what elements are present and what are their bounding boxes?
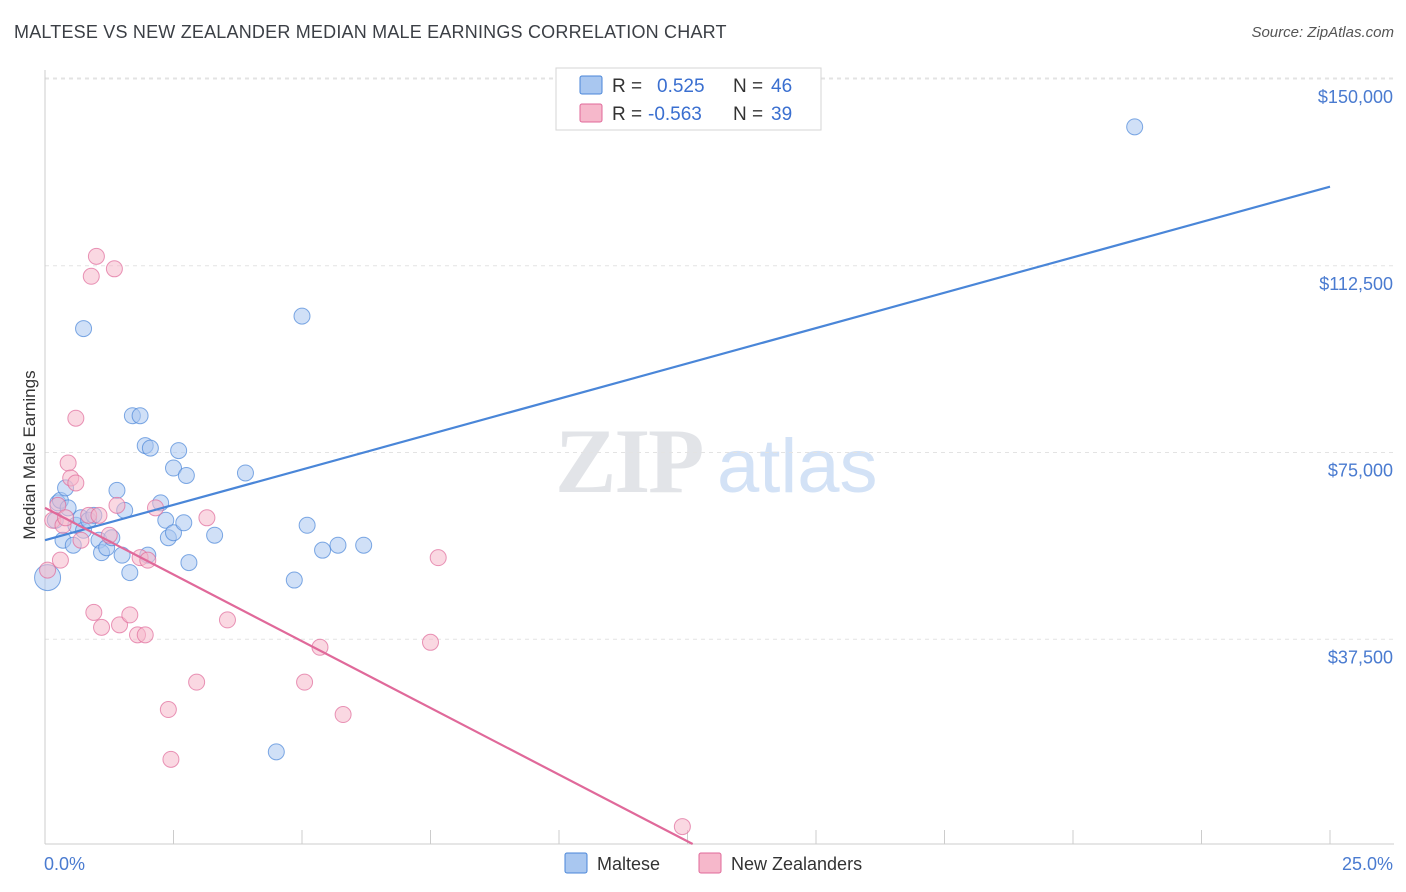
- bottom-legend: Maltese New Zealanders: [564, 852, 862, 874]
- new-zealanders-point-37: [673, 818, 691, 836]
- new-zealanders-point-10: [72, 531, 90, 549]
- maltese-point-21: [121, 564, 139, 582]
- y-tick-label-2: $112,500: [1319, 274, 1393, 294]
- maltese-point-35: [180, 554, 198, 572]
- legend-r-label-new-zealanders: R =: [612, 104, 642, 125]
- axes: [44, 70, 1394, 845]
- maltese-point-42: [314, 541, 332, 559]
- watermark: ZIP atlas: [555, 410, 878, 512]
- bottom-legend-label-new-zealanders: New Zealanders: [731, 854, 862, 874]
- maltese-point-44: [355, 536, 373, 554]
- maltese-point-36: [206, 526, 224, 544]
- new-zealanders-trend-line: [44, 506, 694, 845]
- legend-r-label-maltese: R =: [612, 76, 642, 97]
- legend-n-value-new-zealanders: 39: [771, 104, 792, 125]
- maltese-point-34: [177, 466, 195, 484]
- new-zealanders-point-19: [108, 496, 126, 514]
- new-zealanders-point-15: [90, 506, 108, 524]
- new-zealanders-point-30: [198, 509, 216, 527]
- maltese-point-31: [165, 524, 182, 542]
- y-tick-label-0: $37,500: [1328, 647, 1393, 667]
- maltese-point-43: [329, 536, 347, 554]
- chart-source: Source: ZipAtlas.com: [1251, 24, 1394, 41]
- x-tick-label-max: 25.0%: [1342, 854, 1393, 874]
- legend-n-value-maltese: 46: [771, 76, 792, 97]
- new-zealanders-point-21: [121, 606, 139, 624]
- legend-r-value-maltese: 0.525: [657, 76, 705, 97]
- bottom-legend-swatch-new-zealanders: [698, 852, 722, 874]
- new-zealanders-point-24: [136, 626, 154, 644]
- watermark-zip: ZIP: [555, 410, 702, 512]
- maltese-point-45: [1126, 118, 1144, 136]
- new-zealanders-point-35: [422, 633, 439, 651]
- new-zealanders-point-36: [429, 549, 447, 567]
- maltese-point-32: [170, 442, 188, 460]
- new-zealanders-point-6: [59, 454, 77, 472]
- trend-lines: [44, 185, 1331, 845]
- maltese-point-38: [267, 743, 285, 761]
- maltese-point-39: [285, 571, 303, 589]
- maltese-point-30: [165, 459, 182, 477]
- new-zealanders-point-32: [296, 673, 314, 691]
- new-zealanders-point-14: [87, 247, 105, 265]
- x-tick-labels: 0.0% 25.0%: [44, 854, 1393, 874]
- new-zealanders-point-31: [218, 611, 236, 629]
- watermark-atlas: atlas: [717, 424, 878, 509]
- maltese-point-37: [236, 464, 254, 482]
- new-zealanders-point-34: [334, 706, 352, 724]
- new-zealanders-point-13: [85, 603, 103, 621]
- maltese-point-33: [175, 514, 193, 532]
- bottom-legend-label-maltese: Maltese: [597, 854, 660, 874]
- chart-title: MALTESE VS NEW ZEALANDER MEDIAN MALE EAR…: [14, 22, 727, 42]
- new-zealanders-point-29: [188, 673, 206, 691]
- new-zealanders-point-3: [51, 551, 69, 569]
- legend-swatch-maltese: [579, 75, 603, 95]
- new-zealanders-point-0: [39, 561, 57, 579]
- new-zealanders-point-28: [162, 750, 180, 768]
- legend-n-label-new-zealanders: N =: [733, 104, 763, 125]
- y-tick-label-1: $75,000: [1328, 461, 1393, 481]
- maltese-point-40: [293, 307, 311, 325]
- y-tick-label-3: $150,000: [1318, 87, 1393, 107]
- new-zealanders-point-27: [159, 701, 177, 719]
- gridlines: [45, 77, 1394, 640]
- maltese-point-11: [75, 320, 93, 338]
- new-zealanders-point-8: [67, 474, 85, 492]
- legend-n-label-maltese: N =: [733, 76, 763, 97]
- legend-swatch-new-zealanders: [579, 103, 603, 123]
- new-zealanders-point-18: [105, 260, 123, 278]
- bottom-legend-swatch-maltese: [564, 852, 588, 874]
- x-tick-label-min: 0.0%: [44, 854, 85, 874]
- maltese-point-26: [141, 439, 159, 457]
- maltese-point-41: [298, 516, 316, 534]
- new-zealanders-point-20: [111, 616, 129, 634]
- y-axis-label: Median Male Earnings: [20, 370, 39, 539]
- legend: R = 0.525 N = 46 R = -0.563 N = 39: [555, 67, 822, 131]
- y-tick-labels: $37,500 $75,000 $112,500 $150,000: [1318, 87, 1393, 667]
- new-zealanders-point-16: [93, 618, 111, 636]
- new-zealanders-point-9: [67, 409, 85, 427]
- maltese-point-28: [157, 511, 175, 529]
- legend-r-value-new-zealanders: -0.563: [648, 104, 702, 125]
- new-zealanders-point-12: [82, 267, 100, 285]
- maltese-point-18: [108, 481, 126, 499]
- maltese-point-23: [131, 407, 149, 425]
- maltese-trend-line: [44, 185, 1331, 542]
